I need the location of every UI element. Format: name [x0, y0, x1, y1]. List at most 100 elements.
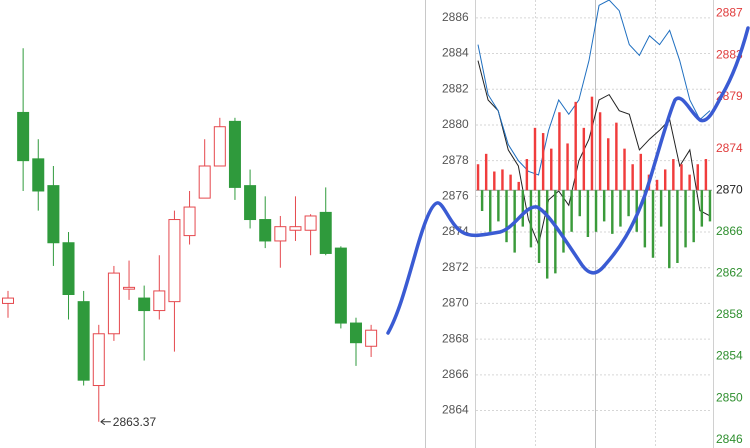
flow-bar [537, 190, 541, 263]
average-line [477, 0, 711, 176]
flow-bar [505, 190, 508, 243]
flow-bar [550, 148, 553, 191]
y-tick-label: 2868 [442, 331, 469, 345]
flow-bar [489, 190, 492, 232]
flow-bar [517, 181, 520, 191]
y2-tick-label: 2854 [716, 349, 743, 363]
flow-bar [615, 122, 618, 191]
flow-bar [655, 179, 659, 191]
candle-body [47, 185, 60, 244]
candle-body [274, 226, 287, 242]
flow-bar [578, 190, 581, 217]
flow-bar [529, 190, 533, 248]
flow-bar [558, 112, 561, 191]
flow-bar [594, 190, 598, 232]
y-tick-label: 2874 [442, 224, 469, 238]
candle-body [153, 290, 166, 312]
candle-body [289, 226, 302, 231]
y-tick-label: 2878 [442, 153, 469, 167]
candle-body [168, 219, 181, 303]
flow-bar [480, 190, 484, 212]
candle-body [183, 206, 196, 237]
candle-body [62, 242, 75, 296]
flow-bar [696, 164, 699, 191]
y2-tick-label: 2858 [716, 307, 743, 321]
flow-bar [663, 169, 667, 191]
candle-body [228, 120, 241, 188]
flow-bar [562, 190, 565, 253]
candle-body [244, 185, 257, 221]
y-tick-label: 2866 [442, 367, 469, 381]
y-tick-label: 2872 [442, 260, 469, 274]
y-tick-label: 2880 [442, 117, 469, 131]
y2-tick-label: 2883 [716, 47, 743, 61]
flow-bar [631, 164, 634, 191]
candle-body [138, 297, 151, 312]
y-tick-label: 2882 [442, 81, 469, 95]
flow-bar [521, 190, 525, 227]
y-tick-label: 2876 [442, 189, 469, 203]
flow-bar [493, 171, 496, 191]
flow-bar [627, 190, 630, 217]
y-tick-label: 2886 [442, 10, 469, 24]
flow-bar [651, 190, 655, 258]
flow-bar [590, 96, 594, 191]
flow-bar [611, 190, 614, 234]
candle-body [77, 301, 90, 381]
flow-bar [566, 143, 569, 191]
flow-bar [704, 159, 708, 191]
candle-body [123, 286, 136, 290]
flow-bar [501, 169, 504, 191]
flow-bar [586, 190, 590, 237]
flow-bar [708, 190, 712, 222]
candle-body [304, 215, 317, 231]
candle-body [349, 322, 362, 344]
flow-bar [602, 190, 606, 222]
candle-body [319, 211, 332, 254]
y2-tick-label: 2866 [716, 224, 743, 238]
flow-bar [672, 159, 675, 191]
freehand-stroke [386, 26, 750, 335]
flow-bar [484, 153, 488, 191]
y2-tick-label: 2862 [716, 266, 743, 280]
candle-body [92, 333, 105, 387]
candle-body [32, 158, 45, 192]
flow-bar [598, 112, 602, 191]
flow-bar [684, 190, 687, 248]
flow-bar [574, 101, 577, 191]
candle-body [365, 329, 378, 347]
flow-bar [525, 159, 529, 191]
flow-bar [688, 174, 691, 191]
flow-bar [476, 164, 480, 191]
annotation-arrowhead [100, 418, 106, 426]
y-tick-label: 2870 [442, 296, 469, 310]
price-line [477, 60, 711, 247]
flow-bar [541, 133, 545, 191]
candle-body [107, 272, 120, 335]
flow-bar [607, 138, 610, 191]
candle-body [213, 126, 226, 167]
flow-bar [570, 190, 573, 232]
candle-body [17, 111, 30, 162]
flow-bar [533, 127, 537, 191]
candle-body [259, 219, 272, 242]
y2-tick-label: 2874 [716, 141, 743, 155]
candle-body [2, 297, 14, 304]
flow-bar [680, 164, 683, 191]
flow-bar [619, 190, 622, 227]
y2-tick-label: 2870 [716, 182, 743, 196]
y2-tick-label: 2846 [716, 432, 743, 446]
flow-bar [676, 190, 679, 263]
flow-bar [497, 190, 500, 222]
flow-bar [545, 190, 549, 279]
flow-bar [582, 127, 586, 191]
flow-bar [623, 148, 626, 191]
flow-bar [639, 153, 643, 191]
annotation-label: 2863.37 [113, 415, 157, 429]
candle-body [198, 165, 211, 199]
y-tick-label: 2864 [442, 403, 469, 417]
y2-tick-label: 2850 [716, 390, 743, 404]
y2-tick-label: 2887 [716, 6, 743, 20]
